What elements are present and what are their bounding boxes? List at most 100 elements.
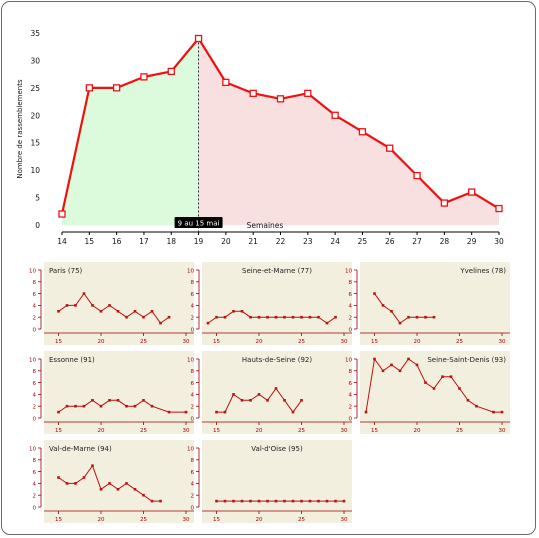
data-point bbox=[65, 404, 69, 408]
y-tick-label: 2 bbox=[191, 316, 195, 322]
series-line bbox=[365, 357, 502, 413]
data-point bbox=[82, 476, 86, 479]
y-tick-label: 2 bbox=[349, 316, 353, 322]
data-point bbox=[167, 67, 175, 76]
y-tick-label: 6 bbox=[349, 381, 353, 387]
x-tick-label: 15 bbox=[371, 428, 378, 434]
y-tick-label: 6 bbox=[33, 292, 37, 298]
series-line bbox=[207, 310, 336, 324]
small-chart-title: Val-d'Oise (95) bbox=[251, 445, 303, 453]
y-tick-label: 8 bbox=[191, 280, 195, 286]
data-point bbox=[317, 315, 320, 319]
data-point bbox=[283, 399, 286, 402]
data-point bbox=[112, 84, 121, 92]
y-tick-label: 0 bbox=[33, 327, 37, 333]
data-point bbox=[386, 144, 394, 152]
data-point bbox=[291, 410, 295, 414]
data-point bbox=[232, 499, 235, 503]
data-point bbox=[304, 89, 312, 97]
small-chart-panel bbox=[44, 440, 194, 523]
series-line bbox=[374, 293, 434, 324]
y-tick-label: 2 bbox=[191, 405, 195, 411]
y-tick-label: 6 bbox=[33, 381, 37, 387]
small-chart-title: Yvelines (78) bbox=[459, 267, 506, 275]
y-tick-label: 8 bbox=[349, 369, 353, 375]
y-tick-label: 8 bbox=[191, 458, 195, 464]
y-tick-label: 4 bbox=[191, 304, 195, 310]
small-chart-title: Hauts-de-Seine (92) bbox=[242, 356, 312, 364]
data-point bbox=[240, 310, 244, 313]
data-point bbox=[91, 399, 94, 402]
x-tick-label: 23 bbox=[303, 237, 313, 246]
x-tick-label: 18 bbox=[166, 237, 176, 246]
y-tick-label: 6 bbox=[191, 470, 195, 476]
data-point bbox=[466, 399, 470, 402]
y-tick-label: 0 bbox=[349, 416, 353, 422]
data-point bbox=[222, 78, 230, 87]
small-chart: Yvelines (78) 0 2 4 6 8 10 15 20 25 30 bbox=[345, 262, 510, 345]
x-tick-label: 15 bbox=[371, 339, 378, 345]
data-point bbox=[184, 410, 188, 414]
data-point bbox=[142, 315, 145, 319]
x-tick-label: 30 bbox=[341, 339, 348, 345]
y-tick-label: 10 bbox=[187, 446, 194, 452]
x-tick-label: 15 bbox=[213, 517, 220, 523]
y-tick-label: 8 bbox=[33, 369, 37, 375]
data-point bbox=[257, 315, 261, 319]
data-point bbox=[381, 369, 385, 373]
data-point bbox=[373, 357, 376, 361]
series-line bbox=[58, 292, 170, 324]
x-tick-label: 20 bbox=[414, 339, 421, 345]
y-tick-label: 0 bbox=[191, 327, 195, 333]
data-point bbox=[398, 369, 402, 373]
y-tick-label: 30 bbox=[30, 56, 40, 65]
y-tick-label: 10 bbox=[187, 268, 194, 274]
y-tick-label: 8 bbox=[191, 369, 195, 375]
data-point bbox=[390, 363, 393, 367]
y-tick-label: 0 bbox=[35, 221, 40, 230]
y-tick-label: 4 bbox=[191, 393, 195, 399]
data-point bbox=[381, 304, 385, 307]
data-point bbox=[223, 315, 227, 319]
data-point bbox=[140, 73, 148, 81]
x-tick-label: 15 bbox=[213, 428, 220, 434]
small-chart-title: Val-de-Marne (94) bbox=[49, 445, 112, 453]
data-point bbox=[300, 399, 303, 402]
small-chart-panel bbox=[202, 351, 352, 434]
data-point bbox=[57, 476, 60, 479]
y-tick-label: 4 bbox=[33, 393, 37, 399]
y-tick-label: 4 bbox=[191, 482, 195, 488]
area-before-marker bbox=[62, 38, 199, 225]
data-point bbox=[57, 310, 60, 313]
y-tick-label: 10 bbox=[29, 357, 36, 363]
x-axis-label: Semaines bbox=[247, 221, 284, 230]
data-point bbox=[99, 310, 103, 313]
y-tick-label: 10 bbox=[187, 357, 194, 363]
y-tick-label: 4 bbox=[33, 482, 37, 488]
data-point bbox=[325, 321, 329, 325]
data-point bbox=[65, 482, 69, 485]
data-point bbox=[440, 199, 449, 207]
data-point bbox=[291, 315, 295, 319]
data-point bbox=[249, 315, 252, 319]
data-point bbox=[342, 499, 346, 503]
x-tick-label: 20 bbox=[256, 428, 263, 434]
week-marker-badge bbox=[174, 217, 223, 228]
data-point bbox=[415, 315, 419, 319]
y-tick-label: 8 bbox=[33, 280, 37, 286]
x-tick-label: 21 bbox=[248, 237, 258, 246]
y-tick-label: 0 bbox=[33, 505, 37, 511]
data-point bbox=[495, 204, 503, 213]
y-tick-label: 10 bbox=[30, 166, 40, 175]
data-point bbox=[58, 210, 66, 218]
data-point bbox=[57, 410, 60, 414]
data-point bbox=[74, 482, 77, 485]
small-chart-panel bbox=[44, 262, 194, 345]
data-point bbox=[308, 499, 312, 503]
y-tick-label: 8 bbox=[33, 458, 37, 464]
x-tick-label: 17 bbox=[139, 237, 149, 246]
small-chart-title: Essonne (91) bbox=[49, 356, 95, 364]
